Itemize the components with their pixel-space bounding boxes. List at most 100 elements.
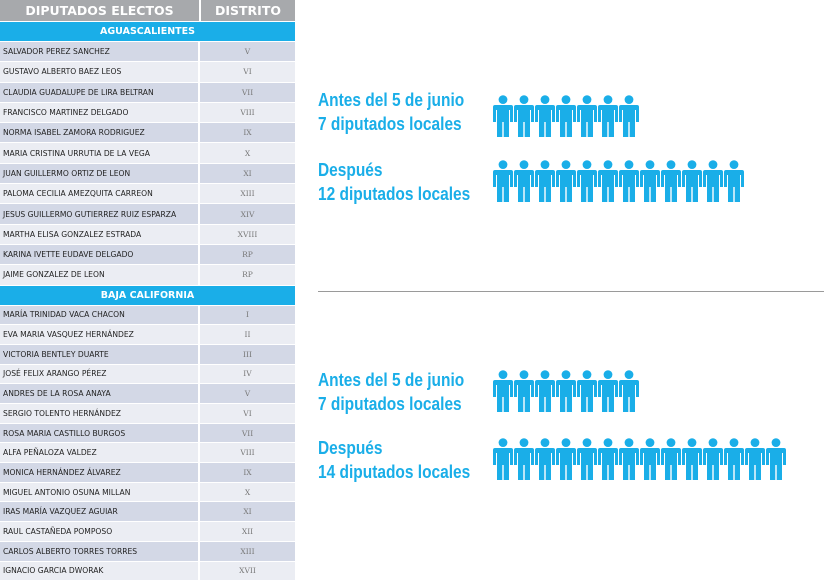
deputy-name: JUAN GUILLERMO ORTIZ DE LEON bbox=[0, 164, 200, 183]
deputies-table: DIPUTADOS ELECTOS DISTRITO AGUASCALIENTE… bbox=[0, 0, 295, 580]
person-icon bbox=[556, 95, 576, 137]
person-icon bbox=[598, 95, 618, 137]
person-icon bbox=[535, 438, 555, 480]
district: XVII bbox=[200, 562, 295, 580]
district: VII bbox=[200, 424, 295, 443]
deputy-name: FRANCISCO MARTINEZ DELGADO bbox=[0, 103, 200, 122]
person-icon bbox=[514, 438, 534, 480]
district: VI bbox=[200, 404, 295, 423]
deputy-name: NORMA ISABEL ZAMORA RODRIGUEZ bbox=[0, 123, 200, 142]
person-icon bbox=[619, 95, 639, 137]
person-icon bbox=[682, 160, 702, 202]
deputy-name: MARÍA TRINIDAD VACA CHACON bbox=[0, 306, 200, 325]
district: IX bbox=[200, 123, 295, 142]
district: XVIII bbox=[200, 225, 295, 244]
district: RP bbox=[200, 245, 295, 264]
district: X bbox=[200, 143, 295, 162]
header-deputies: DIPUTADOS ELECTOS bbox=[0, 0, 201, 21]
deputy-name: MARTHA ELISA GONZALEZ ESTRADA bbox=[0, 225, 200, 244]
section-header: AGUASCALIENTES bbox=[0, 21, 295, 41]
district: X bbox=[200, 483, 295, 502]
district: I bbox=[200, 306, 295, 325]
district: VI bbox=[200, 62, 295, 81]
district: IX bbox=[200, 463, 295, 482]
person-icon bbox=[619, 370, 639, 412]
person-icon bbox=[682, 438, 702, 480]
person-icon bbox=[535, 95, 555, 137]
person-icon bbox=[556, 370, 576, 412]
district: V bbox=[200, 42, 295, 61]
person-icon bbox=[577, 438, 597, 480]
figures-before-1 bbox=[493, 95, 639, 137]
person-icon bbox=[640, 160, 660, 202]
deputy-name: SERGIO TOLENTO HERNÁNDEZ bbox=[0, 404, 200, 423]
district: III bbox=[200, 345, 295, 364]
person-icon bbox=[745, 438, 765, 480]
deputy-name: EVA MARIA VASQUEZ HERNÁNDEZ bbox=[0, 325, 200, 344]
person-icon bbox=[598, 160, 618, 202]
person-icon bbox=[619, 160, 639, 202]
deputy-name: CLAUDIA GUADALUPE DE LIRA BELTRAN bbox=[0, 83, 200, 102]
person-icon bbox=[724, 160, 744, 202]
figures-after-2 bbox=[493, 438, 786, 480]
deputy-name: JESUS GUILLERMO GUTIERREZ RUIZ ESPARZA bbox=[0, 204, 200, 223]
district: XIII bbox=[200, 184, 295, 203]
person-icon bbox=[493, 370, 513, 412]
deputy-name: MONICA HERNÁNDEZ ÁLVAREZ bbox=[0, 463, 200, 482]
district: VIII bbox=[200, 443, 295, 462]
deputy-name: JAIME GONZALEZ DE LEON bbox=[0, 265, 200, 284]
person-icon bbox=[535, 160, 555, 202]
person-icon bbox=[493, 160, 513, 202]
deputy-name: MIGUEL ANTONIO OSUNA MILLAN bbox=[0, 483, 200, 502]
district: XIII bbox=[200, 542, 295, 561]
deputy-name: ROSA MARIA CASTILLO BURGOS bbox=[0, 424, 200, 443]
district: XIV bbox=[200, 204, 295, 223]
person-icon bbox=[619, 438, 639, 480]
district: II bbox=[200, 325, 295, 344]
deputy-name: VICTORIA BENTLEY DUARTE bbox=[0, 345, 200, 364]
deputy-name: CARLOS ALBERTO TORRES TORRES bbox=[0, 542, 200, 561]
district: XI bbox=[200, 502, 295, 521]
deputy-name: RAUL CASTAÑEDA POMPOSO bbox=[0, 522, 200, 541]
person-icon bbox=[577, 160, 597, 202]
header-district: DISTRITO bbox=[201, 0, 295, 21]
deputy-name: IRAS MARÍA VAZQUEZ AGUIAR bbox=[0, 502, 200, 521]
deputy-name: ALFA PEÑALOZA VALDEZ bbox=[0, 443, 200, 462]
person-icon bbox=[514, 160, 534, 202]
district: IV bbox=[200, 365, 295, 384]
district: V bbox=[200, 384, 295, 403]
table-header: DIPUTADOS ELECTOS DISTRITO bbox=[0, 0, 295, 21]
person-icon bbox=[493, 95, 513, 137]
deputy-name: JOSÉ FELIX ARANGO PÉREZ bbox=[0, 365, 200, 384]
deputy-name: MARIA CRISTINA URRUTIA DE LA VEGA bbox=[0, 143, 200, 162]
person-icon bbox=[640, 438, 660, 480]
person-icon bbox=[598, 438, 618, 480]
person-icon bbox=[514, 370, 534, 412]
person-icon bbox=[766, 438, 786, 480]
person-icon bbox=[535, 370, 555, 412]
person-icon bbox=[556, 160, 576, 202]
